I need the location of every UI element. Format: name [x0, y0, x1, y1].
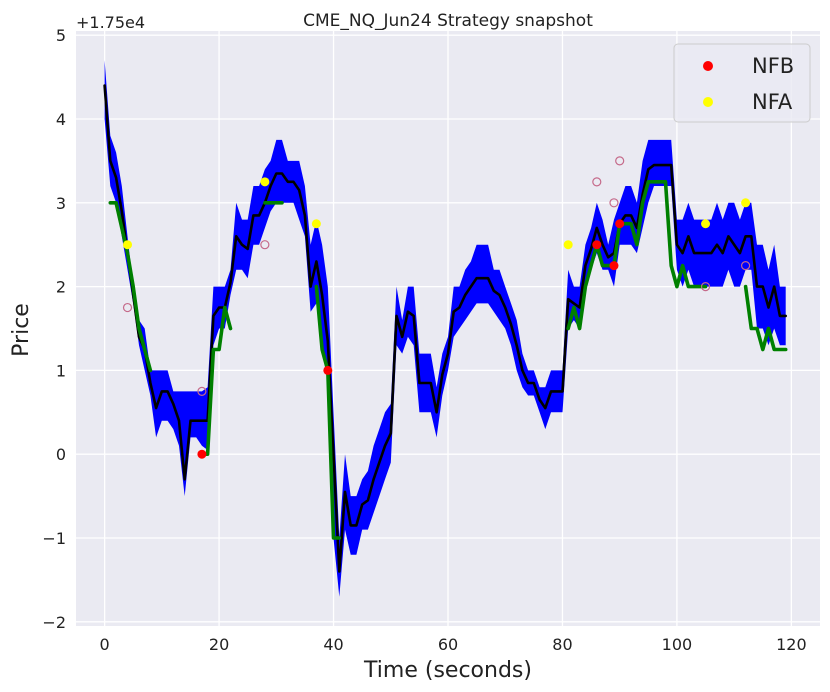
marker-layer: [122, 156, 751, 459]
hollow-marker: [260, 240, 270, 250]
mid-price-line: [103, 84, 788, 573]
y-tick-label: 2: [56, 278, 66, 297]
green-segment-line: [566, 180, 708, 331]
hollow-marker: [122, 302, 133, 313]
x-tick-label: 100: [662, 635, 693, 654]
x-axis-label: Time (seconds): [363, 658, 532, 683]
green-segment-line: [108, 201, 153, 373]
x-tick-label: 0: [100, 635, 110, 654]
y-tick-label: −1: [42, 529, 66, 548]
x-tick-label: 60: [438, 635, 458, 654]
scatter-point-nfb: [323, 365, 333, 375]
line-layer: [103, 84, 788, 573]
y-tick-label: 4: [56, 110, 66, 129]
y-offset-label: +1.75e4: [76, 13, 145, 32]
green-segment-line: [743, 284, 788, 352]
legend-marker-nfb: [703, 61, 713, 71]
y-axis-label: Price: [9, 303, 34, 357]
scatter-point-nfa: [311, 219, 321, 229]
hollow-marker: [700, 281, 711, 292]
scatter-point-nfa: [260, 177, 270, 187]
hollow-marker: [740, 261, 751, 271]
green-segment-line: [200, 305, 233, 457]
grid: [76, 31, 820, 626]
scatter-point-nfb: [592, 240, 602, 250]
x-tick-label: 120: [776, 635, 807, 654]
legend-label-nfa: NFA: [752, 90, 793, 114]
scatter-point-nfb: [609, 261, 619, 271]
y-tick-label: 0: [56, 445, 66, 464]
hollow-marker: [592, 177, 602, 187]
band-layer: [104, 60, 786, 597]
hollow-marker: [615, 156, 625, 166]
scatter-point-nfb: [615, 219, 625, 229]
scatter-point-nfa: [563, 240, 573, 250]
price-band: [104, 60, 786, 597]
x-tick-label: 80: [552, 635, 572, 654]
legend-marker-nfa: [703, 97, 713, 107]
scatter-point-nfa: [123, 240, 133, 250]
hollow-marker: [197, 386, 207, 396]
legend-label-nfb: NFB: [752, 54, 794, 78]
y-tick-label: −2: [42, 613, 66, 632]
hollow-marker: [609, 198, 619, 208]
y-tick-label: 3: [56, 194, 66, 213]
chart-title: CME_NQ_Jun24 Strategy snapshot: [303, 11, 593, 31]
y-tick-label: 1: [56, 361, 66, 380]
scatter-point-nfb: [197, 449, 207, 459]
x-tick-label: 20: [209, 635, 229, 654]
y-tick-label: 5: [56, 26, 66, 45]
x-tick-labels: 0 20 40 60 80 100 120: [100, 635, 807, 654]
x-tick-label: 40: [323, 635, 343, 654]
scatter-point-nfa: [701, 219, 711, 229]
scatter-point-nfa: [741, 198, 751, 208]
y-tick-labels: −2 −1 0 1 2 3 4 5: [42, 26, 66, 632]
legend: NFB NFA: [673, 43, 811, 123]
